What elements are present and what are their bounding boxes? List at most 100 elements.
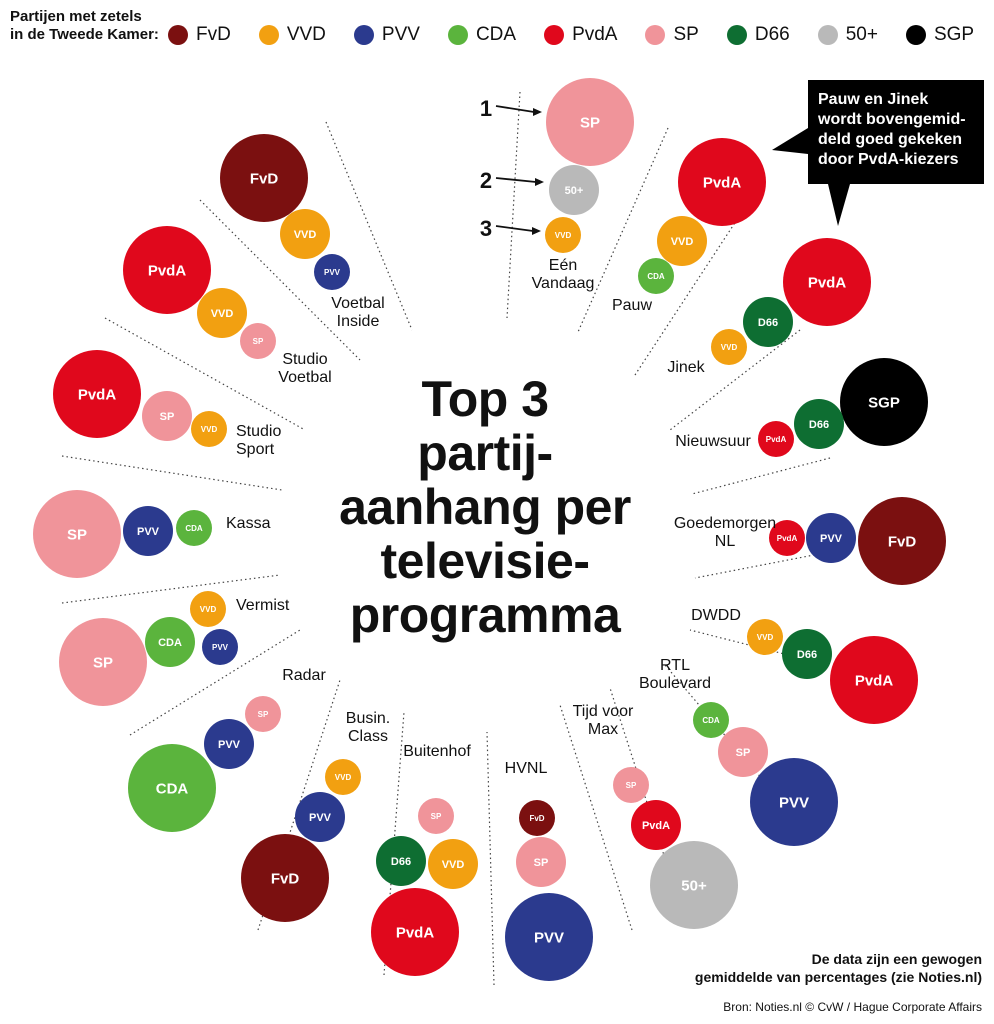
bubble-label: CDA: [702, 716, 720, 725]
bubble-label: PvdA: [148, 262, 187, 279]
separator-line: [506, 91, 521, 319]
separator-line: [669, 329, 801, 431]
bubble-sp: [613, 767, 649, 803]
bubble-label: D66: [809, 419, 829, 431]
bubble-label: SP: [253, 337, 264, 346]
programme-label-line: Tijd voor: [573, 703, 634, 720]
programme-label-line: Boulevard: [639, 675, 711, 692]
bubble-label: PVV: [779, 794, 809, 811]
legend-label: 50+: [845, 24, 878, 45]
bubble-cda: [693, 702, 729, 738]
bubble-vvd: [280, 209, 330, 259]
programme-label: Studio Sport: [236, 423, 281, 458]
rank-arrow-head: [535, 178, 544, 186]
programme-label-line: Max: [588, 721, 618, 738]
legend-swatch: [258, 25, 279, 45]
programme-label-line: NL: [715, 533, 736, 550]
bubble-sp: [546, 78, 634, 166]
programme-label: HVNL: [505, 760, 548, 777]
bubble-sp: [718, 727, 768, 777]
bubble-label: PVV: [212, 643, 229, 652]
bubble-sp: [59, 618, 147, 706]
bubble-pvda: [769, 520, 805, 556]
bubble-pvda: [830, 636, 918, 724]
legend-swatch: [817, 25, 838, 45]
programme-label-line: Kassa: [226, 515, 271, 532]
bubble-label: VVD: [201, 425, 218, 434]
bubble-cda: [145, 617, 195, 667]
bubble-label: VVD: [757, 633, 774, 642]
bubble-vvd: [747, 619, 783, 655]
bubble-label: FvD: [529, 814, 544, 823]
bubble-fvd: [858, 497, 946, 585]
programme-label-line: Studio: [236, 423, 281, 440]
bubble-vvd: [197, 288, 247, 338]
data-note: De data zijn een gewogen gemiddelde van …: [694, 951, 982, 985]
bubble-label: PVV: [820, 533, 843, 545]
programme-label: Nieuwsuur: [675, 433, 751, 450]
bubble-label: CDA: [156, 780, 189, 797]
bubble-d66: [743, 297, 793, 347]
bubble-label: 50+: [565, 185, 584, 197]
bubble-vvd: [190, 591, 226, 627]
programme-label: Goedemorgen NL: [674, 515, 776, 550]
bubble-pvv: [295, 792, 345, 842]
legend-item-d66: D66: [726, 22, 790, 48]
bubble-d66: [782, 629, 832, 679]
legend-item-pvda: PvdA: [544, 22, 617, 48]
programme-label: Eén Vandaag: [532, 257, 595, 292]
bubble-label: PvdA: [766, 435, 787, 444]
legend-item-sp: SP: [645, 22, 699, 48]
programme-label-line: Studio: [282, 351, 327, 368]
bubble-label: FvD: [250, 170, 279, 187]
bubble-fvd: [220, 134, 308, 222]
programme-label-line: Busin.: [346, 710, 390, 727]
bubble-sp: [240, 323, 276, 359]
callout-pointer-left: [772, 128, 808, 154]
bubble-sgp: [840, 358, 928, 446]
legend-swatch: [447, 25, 468, 45]
separator-line: [634, 211, 743, 376]
bubble-label: SP: [93, 654, 113, 671]
separator-line: [61, 455, 283, 491]
programme-label-line: Inside: [337, 313, 380, 330]
legend-item-cda: CDA: [447, 22, 516, 48]
bubble-50plus: [650, 841, 738, 929]
bubble-pvv: [505, 893, 593, 981]
bubble-label: PvdA: [777, 534, 798, 543]
bubble-pvv: [123, 506, 173, 556]
legend-label: PvdA: [572, 24, 618, 45]
bubble-label: D66: [758, 317, 778, 329]
bubble-cda: [128, 744, 216, 832]
legend: FvD VVD PVV CDA PvdA SP D66 50+ SGP: [168, 22, 994, 48]
bubble-pvv: [314, 254, 350, 290]
bubble-pvda: [631, 800, 681, 850]
programme-label: Busin. Class: [346, 710, 390, 745]
separator-line: [577, 127, 669, 333]
bubble-label: PvdA: [703, 174, 742, 191]
bubble-pvda: [53, 350, 141, 438]
bubble-pvda: [371, 888, 459, 976]
programme-label: DWDD: [691, 607, 741, 624]
bubble-label: CDA: [158, 637, 182, 649]
bubble-pvda: [123, 226, 211, 314]
legend-item-fvd: FvD: [168, 22, 231, 48]
bubble-label: CDA: [647, 272, 665, 281]
rank-arrow: [495, 177, 537, 183]
programme-label: Radar: [282, 667, 326, 684]
rank-arrow-head: [533, 108, 542, 116]
bubble-fvd: [519, 800, 555, 836]
bubble-label: PVV: [137, 526, 160, 538]
bubble-label: PvdA: [642, 820, 670, 832]
bubble-vvd: [191, 411, 227, 447]
legend-label: VVD: [286, 24, 326, 45]
bubble-pvda: [678, 138, 766, 226]
callout-pointer-down: [828, 184, 850, 226]
bubble-label: PvdA: [855, 672, 894, 689]
legend-label: PVV: [381, 24, 420, 45]
programme-label-line: Class: [348, 728, 388, 745]
bubble-vvd: [711, 329, 747, 365]
programme-label-line: Jinek: [667, 359, 705, 376]
callout-box: Pauw en Jinek wordt bovengemid- deld goe…: [808, 80, 984, 184]
bubble-cda: [638, 258, 674, 294]
